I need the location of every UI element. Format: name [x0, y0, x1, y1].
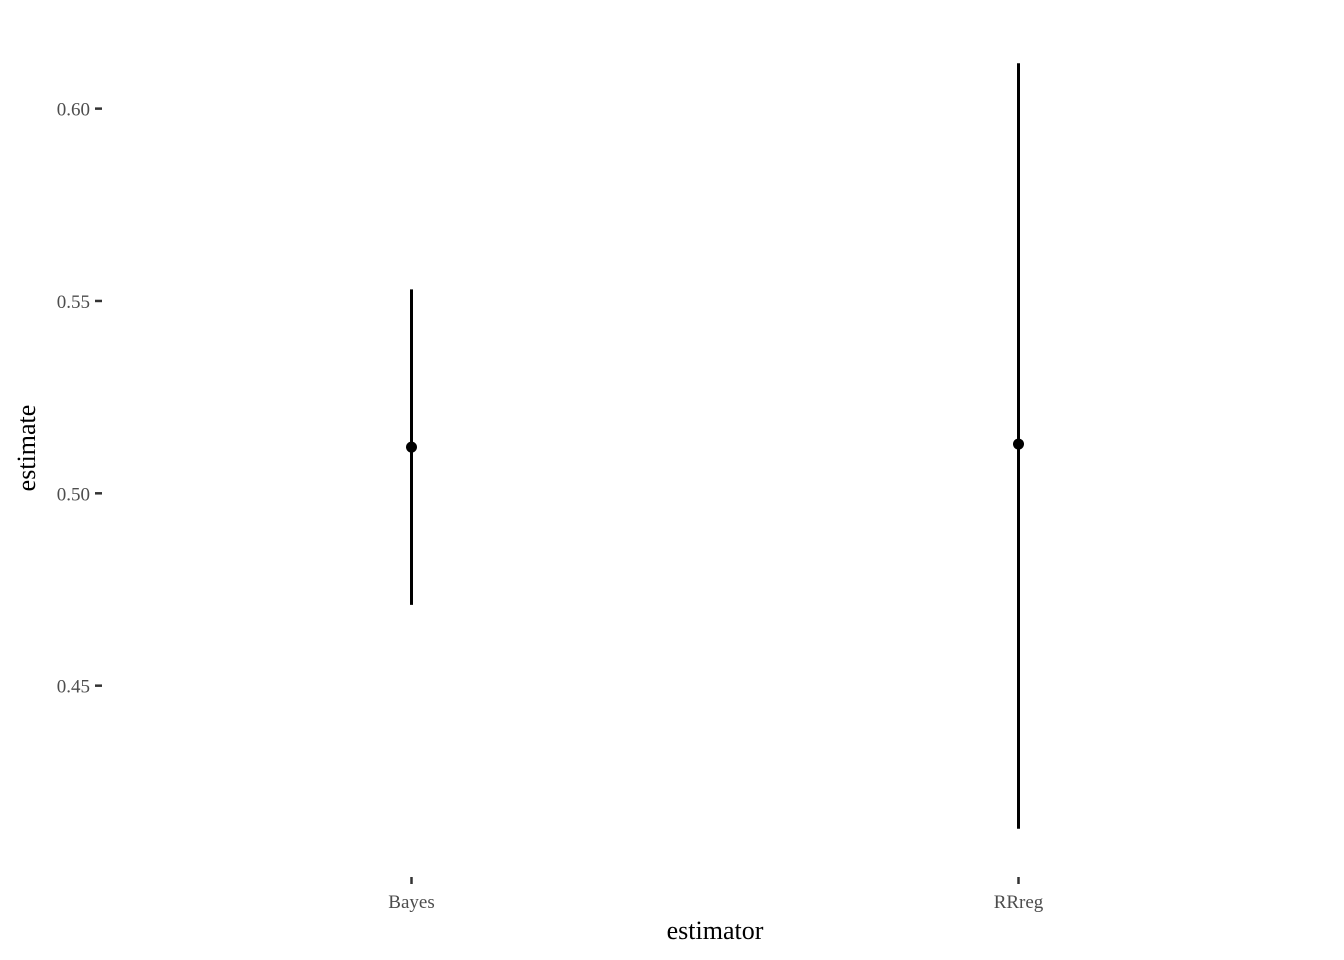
point-ranges [406, 63, 1024, 829]
x-axis: Bayes RRreg [388, 877, 1044, 913]
y-tick-label: 0.60 [57, 100, 90, 121]
y-tick-label: 0.45 [57, 677, 90, 698]
x-tick-label: RRreg [994, 892, 1044, 913]
y-tick-label: 0.50 [57, 484, 90, 505]
y-axis: 0.45 0.50 0.55 0.60 [57, 100, 102, 698]
y-tick-label: 0.55 [57, 292, 90, 313]
point-rrreg [1013, 438, 1024, 450]
point-bayes [406, 441, 417, 453]
x-tick-label: Bayes [388, 892, 434, 913]
x-axis-title: estimator [667, 916, 764, 945]
y-axis-title: estimate [12, 405, 41, 492]
